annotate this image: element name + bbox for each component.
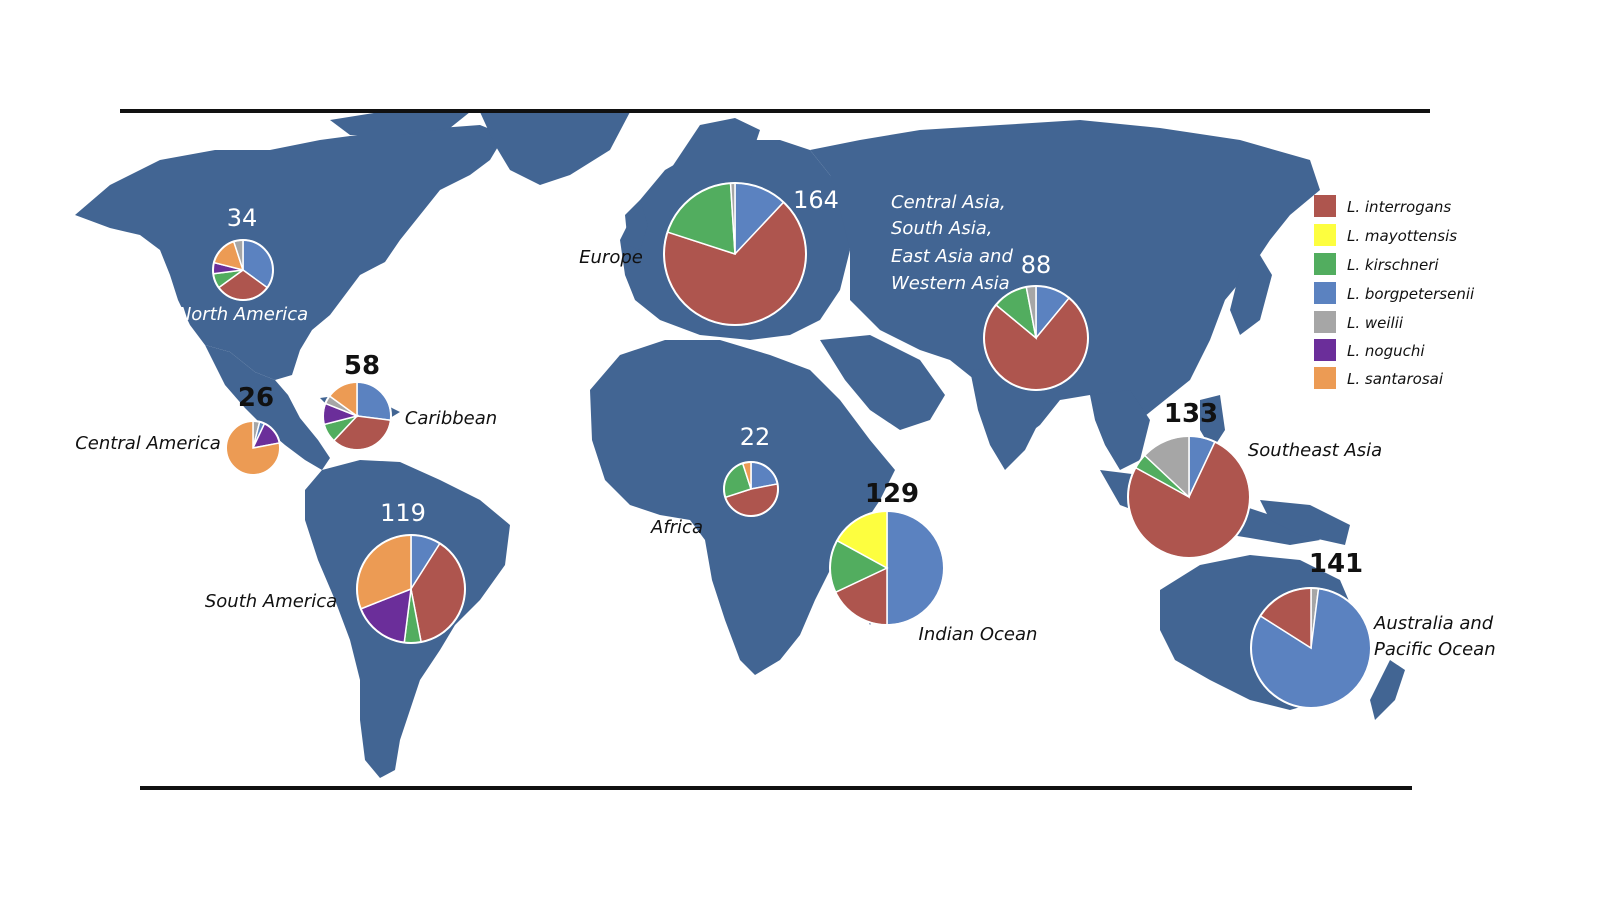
pie-africa [723,461,779,517]
count-caribbean: 58 [344,351,380,381]
label-africa: Africa [650,517,703,538]
legend-label: L. santarosai [1347,370,1444,388]
arabia-landmass [820,335,945,430]
label-asia-line-1: Central Asia, [891,192,1006,213]
pie-outline [322,381,392,451]
label-asia-line-3: East Asia and [891,246,1013,267]
label-australia-line-1: Australia and [1373,613,1494,634]
legend-swatch [1314,311,1336,333]
label-europe: Europe [579,247,643,268]
india-landmass [970,365,1050,470]
new-zealand-landmass [1370,660,1405,720]
pie-outline [723,461,779,517]
count-southeast-asia: 133 [1164,399,1218,429]
uk-landmass [625,200,648,250]
legend-label: L. weilii [1347,314,1404,332]
label-australia-line-2: Pacific Ocean [1374,639,1496,660]
scandinavia-landmass [670,118,760,185]
legend-label: L. mayottensis [1347,227,1457,245]
pie-outline [212,239,274,301]
legend-swatch [1314,367,1336,389]
central-america-landmass [205,345,330,470]
pie-central-america [225,420,281,476]
pie-outline [1250,587,1372,709]
legend-label: L. interrogans [1347,198,1451,216]
count-africa: 22 [740,423,771,451]
count-south-america: 119 [380,499,426,527]
pie-europe [663,182,807,326]
label-central-america: Central America [75,433,221,454]
pie-north-america [212,239,274,301]
legend-item-weilii: L. weilii [1314,311,1404,333]
pie-outline [983,285,1089,391]
philippines-landmass [1200,395,1225,450]
region-labels: North America Caribbean Central America … [75,192,1495,660]
count-north-america: 34 [227,204,258,232]
legend-label: L. kirschneri [1347,256,1439,274]
pie-asia [983,285,1089,391]
legend-swatch [1314,282,1336,304]
greenland-landmass [480,112,630,185]
pie-outline [1127,435,1251,559]
label-southeast-asia: Southeast Asia [1248,440,1382,461]
legend-swatch [1314,339,1336,361]
count-asia: 88 [1021,251,1052,279]
pie-indian-ocean [829,510,945,626]
pie-outline [663,182,807,326]
pie-south-america [356,534,466,644]
new-guinea-landmass [1260,500,1350,545]
pie-australia [1250,587,1372,709]
legend-item-kirschneri: L. kirschneri [1314,253,1439,275]
count-europe: 164 [793,186,839,214]
count-labels: 34 58 26 119 164 22 129 88 133 141 [227,186,1363,579]
count-central-america: 26 [238,383,274,413]
label-caribbean: Caribbean [405,408,497,429]
legend-item-interrogans: L. interrogans [1314,195,1451,217]
asia-landmass [810,120,1320,440]
legend-item-borgpetersenii: L. borgpetersenii [1314,282,1475,304]
pie-outline [356,534,466,644]
legend-item-noguchi: L. noguchi [1314,339,1425,361]
pie-outline [829,510,945,626]
indochina-landmass [1090,390,1150,470]
legend-label: L. borgpetersenii [1347,285,1475,303]
legend-swatch [1314,195,1336,217]
legend: L. interrogans L. mayottensis L. kirschn… [1314,195,1475,389]
label-north-america: North America [178,304,308,325]
japan-landmass [1230,255,1272,335]
north-america-landmass [75,125,505,380]
pie-caribbean [322,381,392,451]
legend-swatch [1314,224,1336,246]
label-south-america: South America [205,591,337,612]
legend-item-santarosai: L. santarosai [1314,367,1444,389]
count-indian-ocean: 129 [865,479,919,509]
pie-outline [225,420,281,476]
legend-item-mayottensis: L. mayottensis [1314,224,1457,246]
label-asia-line-4: Western Asia [891,273,1010,294]
arctic-islands-landmass [330,112,470,135]
legend-swatch [1314,253,1336,275]
label-indian-ocean: Indian Ocean [919,624,1038,645]
pie-charts [212,182,1372,709]
label-asia-line-2: South Asia, [891,218,992,239]
legend-label: L. noguchi [1347,342,1425,360]
pie-southeast-asia [1127,435,1251,559]
count-australia: 141 [1309,549,1363,579]
